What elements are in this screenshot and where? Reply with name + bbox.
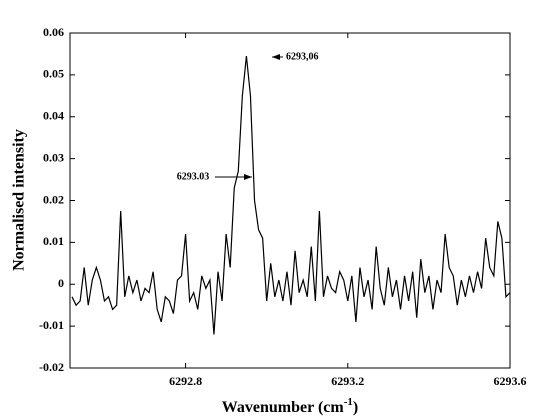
y-tick-label: 0.05 <box>43 67 64 81</box>
x-axis-title: Wavenumber (cm-1) <box>222 396 358 416</box>
y-tick-label: 0.06 <box>43 25 64 39</box>
x-axis-title-sup: -1 <box>344 396 353 408</box>
y-tick-label: -0.02 <box>39 360 64 374</box>
y-tick-label: 0.04 <box>43 109 64 123</box>
x-axis-title-suffix: ) <box>353 399 358 416</box>
y-tick-label: 0.02 <box>43 192 64 206</box>
y-tick-label: 0 <box>58 276 64 290</box>
y-tick-label: 0.03 <box>43 150 64 164</box>
x-axis-title-text: Wavenumber (cm <box>222 399 345 416</box>
x-tick-label: 6292.8 <box>169 374 202 388</box>
plot-frame <box>69 32 511 369</box>
y-tick-label: -0.01 <box>39 318 64 332</box>
x-tick-label: 6293.2 <box>331 374 364 388</box>
data-line <box>71 55 511 335</box>
annotation: 6293.03 <box>177 171 210 182</box>
y-tick-label: 0.01 <box>43 234 64 248</box>
x-tick-label: 6293.6 <box>494 374 527 388</box>
y-axis-title: Normalised intensity <box>11 129 28 271</box>
annotation: 6293,06 <box>286 51 319 62</box>
